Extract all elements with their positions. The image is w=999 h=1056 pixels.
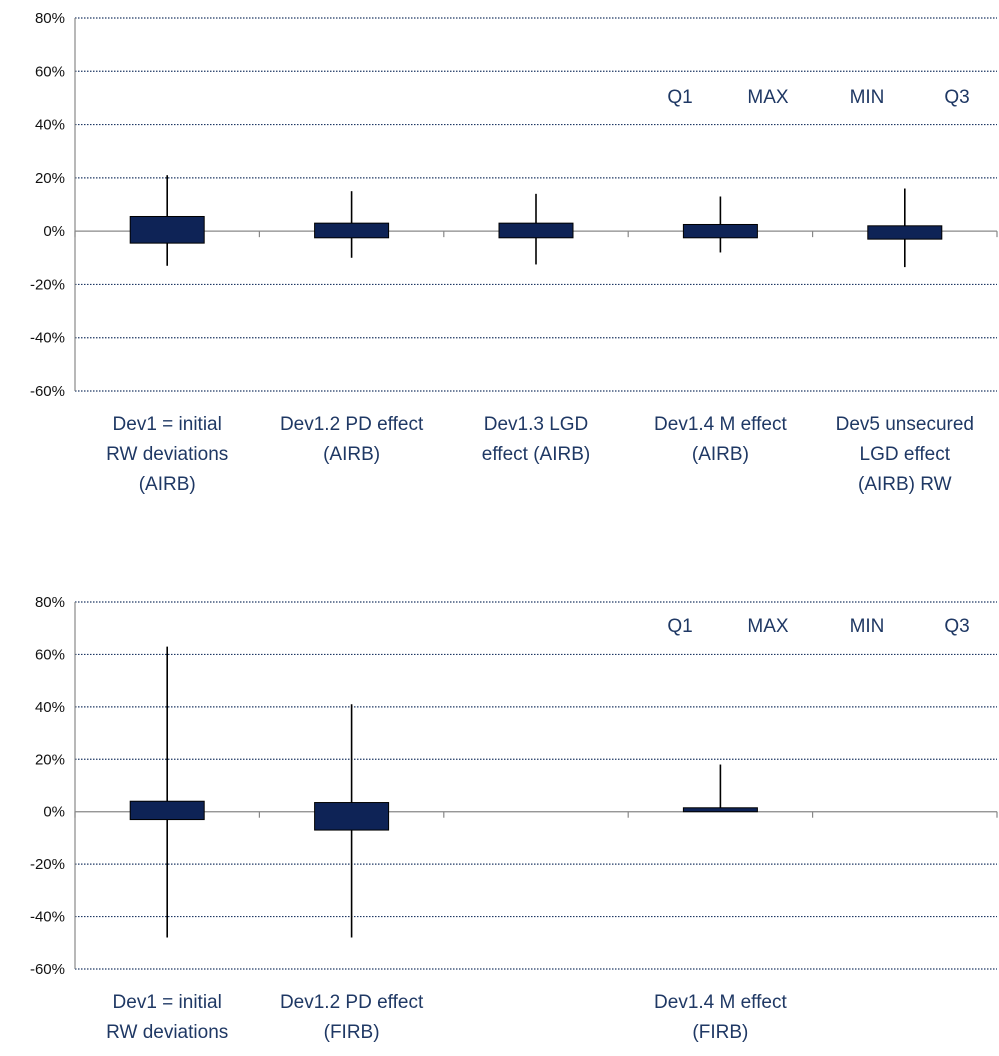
box-plot-5 [867, 188, 943, 268]
category-label: Dev5 unsecured [836, 414, 974, 435]
legend-label-q1: Q1 [667, 616, 692, 637]
box-q1-q3 [314, 222, 390, 239]
y-tick-label: 0% [43, 804, 65, 821]
legend-label-max: MAX [747, 87, 789, 108]
category-label: RW deviations [106, 444, 228, 465]
category-label: Dev1.3 LGD [484, 414, 589, 435]
category-label: Dev1.4 M effect [654, 414, 787, 435]
y-tick-label: -60% [30, 383, 65, 400]
box-q1-q3 [314, 802, 390, 831]
legend-label-q3: Q3 [944, 616, 969, 637]
box-plot-4 [682, 196, 758, 253]
category-label: Dev1 = initial [113, 992, 222, 1013]
box-q1-q3 [867, 225, 943, 240]
category-label: effect (AIRB) [482, 444, 590, 465]
category-label: (AIRB) RW [858, 474, 952, 495]
y-tick-label: -60% [30, 961, 65, 978]
legend-label-min: MIN [850, 616, 885, 637]
legend-label-q1: Q1 [667, 87, 692, 108]
category-label: Dev1 = initial [113, 414, 222, 435]
y-tick-label: 40% [35, 117, 65, 134]
y-tick-label: -20% [30, 276, 65, 293]
y-tick-label: 60% [35, 63, 65, 80]
box-plot-2 [314, 191, 390, 258]
category-label: (AIRB) [692, 444, 749, 465]
box-plot-4 [682, 764, 758, 813]
y-tick-label: 20% [35, 751, 65, 768]
legend-label-q3: Q3 [944, 87, 969, 108]
y-tick-label: -40% [30, 330, 65, 347]
category-label: (AIRB) [323, 444, 380, 465]
chart-panel-2: 80% 60% 40% 20% 0% -20% -40% -60% Dev1 = initial… [30, 594, 998, 1056]
y-tick-label: 80% [35, 594, 65, 611]
y-tick-label: 80% [35, 10, 65, 27]
category-label: Dev1.4 M effect [654, 992, 787, 1013]
y-tick-label: -20% [30, 856, 65, 873]
category-label: (FIRB) [324, 1022, 380, 1043]
y-tick-label: 40% [35, 699, 65, 716]
category-label: Dev1.2 PD effect [280, 992, 424, 1013]
legend-label-min: MIN [850, 87, 885, 108]
y-tick-label: 0% [43, 223, 65, 240]
box-q1-q3 [682, 223, 758, 239]
category-label: (AIRB) [139, 474, 196, 495]
y-tick-label: 20% [35, 170, 65, 187]
box-plot-3 [498, 193, 574, 265]
category-label: LGD effect [860, 444, 951, 465]
box-q1-q3 [682, 807, 758, 813]
box-plot-2 [314, 704, 390, 938]
category-label: Dev1.2 PD effect [280, 414, 424, 435]
box-q1-q3 [129, 800, 205, 821]
category-label: RW deviations [106, 1022, 228, 1043]
box-q1-q3 [129, 215, 205, 244]
box-plot-1 [129, 175, 205, 266]
y-tick-label: -40% [30, 909, 65, 926]
chart-panel-1: 80% 60% 40% 20% 0% -20% -40% -60% Dev1 = initial… [30, 10, 998, 495]
y-tick-label: 60% [35, 646, 65, 663]
box-plot-1 [129, 646, 205, 938]
box-q1-q3 [498, 222, 574, 239]
legend-label-max: MAX [747, 616, 789, 637]
category-label: (FIRB) [692, 1022, 748, 1043]
